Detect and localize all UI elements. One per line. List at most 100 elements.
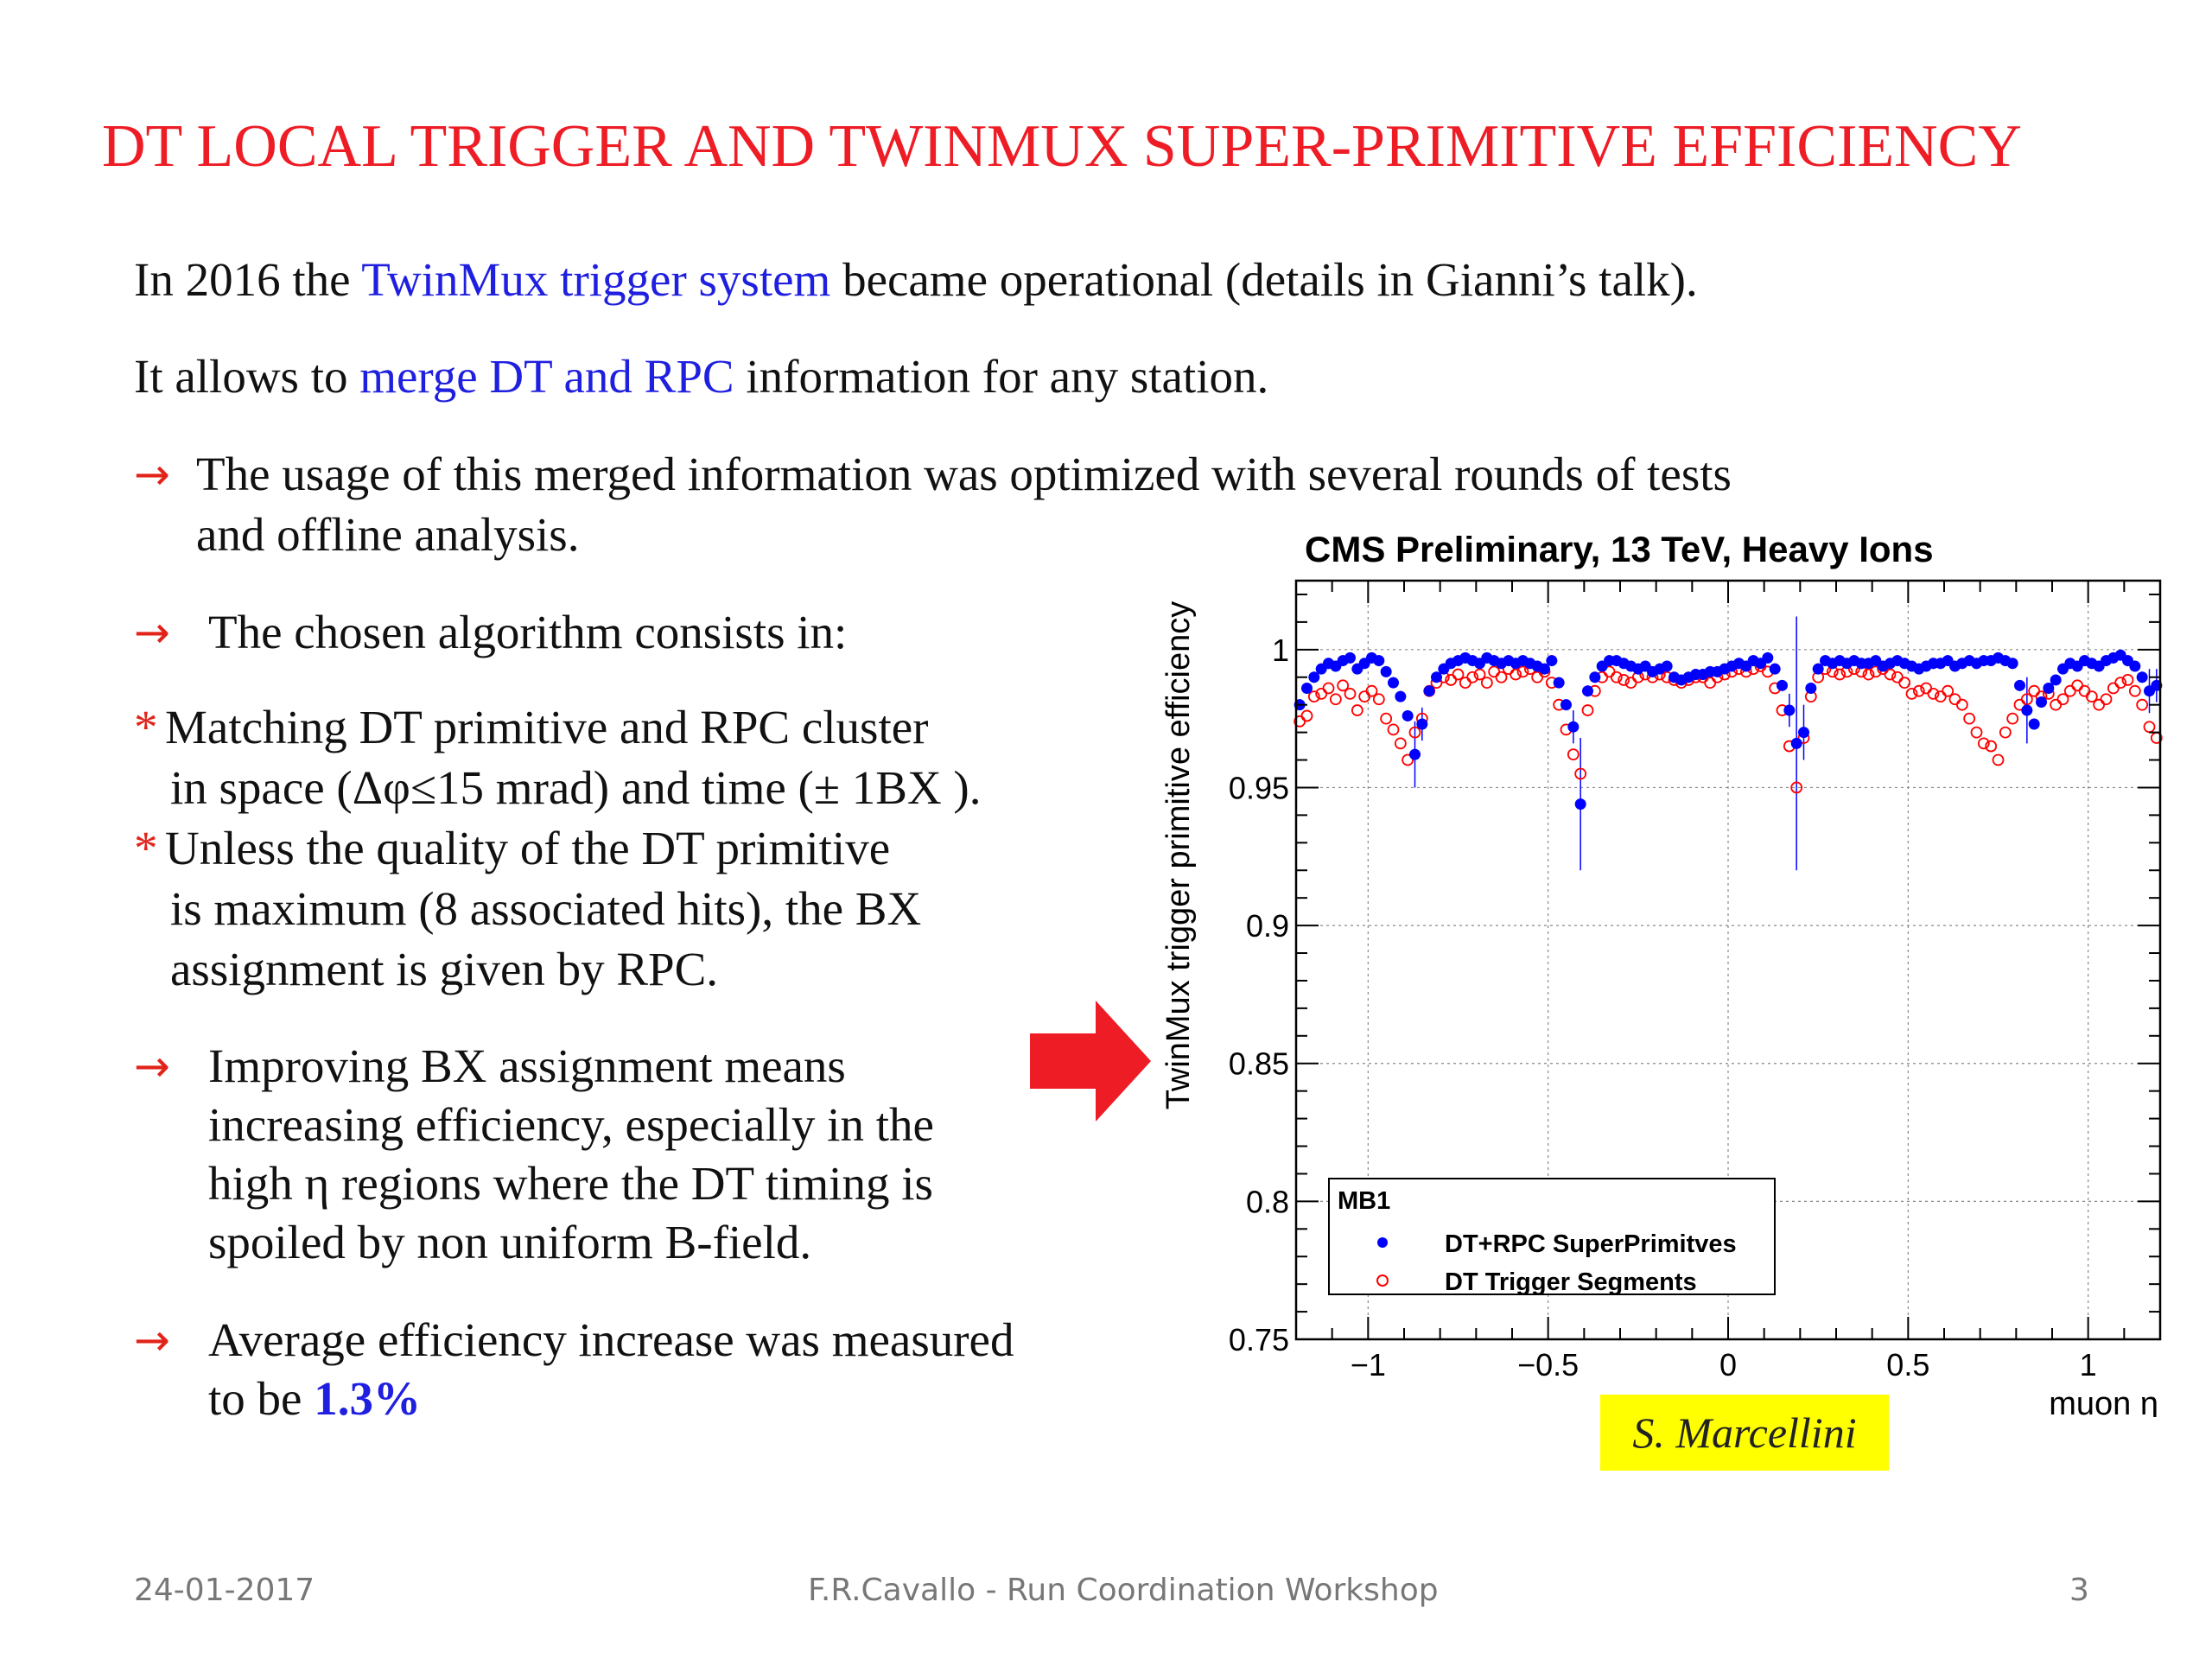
data-point-trigger-segments (2050, 698, 2063, 711)
data-point-trigger-segments (1531, 671, 1544, 683)
intro-highlight-merge: merge DT and RPC (359, 350, 734, 403)
x-tick-label: 1 (2080, 1347, 2097, 1382)
data-point-trigger-segments (1402, 753, 1414, 766)
asterisk-bullet-icon: * (134, 822, 158, 874)
data-point-trigger-segments (1329, 693, 1342, 706)
data-point-superprimitives (1546, 655, 1558, 667)
data-point-superprimitives (1574, 798, 1586, 810)
x-tick-label: −0.5 (1517, 1347, 1579, 1382)
arrow-bullet-icon: → (134, 607, 170, 658)
footer-page-number: 3 (2069, 1573, 2089, 1608)
data-point-trigger-segments (1337, 679, 1350, 692)
data-point-trigger-segments (1480, 677, 1493, 690)
data-point-trigger-segments (1307, 690, 1320, 702)
data-point-trigger-segments (1862, 668, 1875, 681)
data-point-trigger-segments (2028, 684, 2041, 697)
efficiency-chart: CMS Preliminary, 13 TeV, Heavy Ions −1 −0… (1160, 536, 2163, 1417)
data-point-trigger-segments (1408, 726, 1421, 739)
chart-axes: −1 −0.5 0 0.5 1 0.75 0.8 0.85 0.9 0.95 1 (1229, 579, 2162, 1382)
data-point-superprimitives (1308, 671, 1320, 683)
data-point-trigger-segments (1574, 767, 1587, 780)
data-point-superprimitives (1560, 699, 1572, 711)
x-axis-label: muon η (2049, 1386, 2158, 1417)
data-point-superprimitives (1539, 663, 1550, 675)
data-point-trigger-segments (2093, 698, 2106, 711)
data-point-trigger-segments (1516, 665, 1529, 678)
arrow-bullet-icon: → (134, 1315, 170, 1365)
legend-marker-trigger-segments (1376, 1274, 1389, 1287)
data-point-trigger-segments (1351, 704, 1363, 716)
data-point-trigger-segments (1466, 671, 1479, 683)
y-tick-label: 1 (1272, 632, 1289, 668)
data-point-superprimitives (1589, 671, 1601, 683)
asterisk-bullet-icon: * (134, 701, 158, 753)
data-point-trigger-segments (2114, 677, 2127, 690)
x-tick-label: −1 (1351, 1347, 1386, 1382)
data-point-trigger-segments (1869, 665, 1882, 678)
data-point-trigger-segments (1473, 668, 1486, 681)
data-point-superprimitives (2136, 671, 2148, 683)
data-point-trigger-segments (2143, 721, 2156, 734)
data-point-trigger-segments (1970, 726, 1983, 739)
data-point-trigger-segments (2063, 684, 2076, 697)
data-point-trigger-segments (1905, 688, 1918, 700)
legend-entry-superprimitives: DT+RPC SuperPrimitves (1445, 1230, 1737, 1258)
data-point-trigger-segments (1963, 712, 1976, 725)
data-point-superprimitives (2050, 674, 2062, 686)
data-point-trigger-segments (1581, 704, 1594, 716)
data-point-superprimitives (1661, 660, 1673, 672)
data-point-superprimitives (1395, 690, 1407, 702)
data-point-trigger-segments (1790, 781, 1803, 794)
data-point-trigger-segments (1495, 671, 1508, 683)
data-point-superprimitives (1790, 737, 1802, 749)
data-point-superprimitives (1402, 709, 1414, 721)
data-point-superprimitives (1373, 655, 1385, 667)
data-point-trigger-segments (1510, 668, 1522, 681)
legend-box (1328, 1178, 1776, 1295)
data-point-trigger-segments (1999, 726, 2012, 739)
data-point-superprimitives (1798, 727, 1809, 739)
data-point-trigger-segments (1992, 753, 2005, 766)
data-point-superprimitives (2014, 679, 2025, 691)
data-point-trigger-segments (1898, 677, 1911, 690)
data-point-superprimitives (1423, 685, 1435, 697)
data-point-trigger-segments (1985, 740, 1998, 753)
data-point-trigger-segments (1942, 684, 1955, 697)
footer-center: F.R.Cavallo - Run Coordination Workshop (808, 1573, 1439, 1608)
data-point-trigger-segments (1459, 677, 1471, 690)
data-point-superprimitives (1769, 663, 1781, 675)
arrow-bullet-icon: → (134, 449, 170, 499)
intro-line-2: It allows to merge DT and RPC informatio… (134, 350, 1269, 403)
data-point-superprimitives (2028, 718, 2040, 730)
x-tick-label: 0.5 (1886, 1347, 1929, 1382)
data-point-trigger-segments (1380, 712, 1393, 725)
data-point-trigger-segments (1618, 674, 1630, 686)
legend-marker-superprimitives (1377, 1237, 1388, 1248)
data-point-superprimitives (1344, 652, 1356, 664)
data-point-superprimitives (1380, 665, 1392, 677)
data-point-trigger-segments (2100, 693, 2113, 706)
right-arrow-shape (1030, 1001, 1151, 1122)
data-point-superprimitives (1431, 671, 1442, 683)
data-point-superprimitives (1409, 748, 1421, 760)
data-point-trigger-segments (1452, 668, 1465, 681)
data-point-trigger-segments (2006, 712, 2019, 725)
credit-badge: S. Marcellini (1600, 1395, 1889, 1471)
y-tick-label: 0.8 (1246, 1184, 1289, 1219)
data-point-superprimitives (2129, 660, 2141, 672)
data-point-trigger-segments (1387, 723, 1400, 736)
slide-title: DT LOCAL TRIGGER AND TWINMUX SUPER-PRIMI… (102, 113, 2022, 180)
data-point-trigger-segments (1610, 671, 1623, 683)
data-point-trigger-segments (1567, 748, 1580, 761)
data-point-trigger-segments (2020, 693, 2033, 706)
data-point-trigger-segments (2056, 693, 2069, 706)
data-point-superprimitives (1388, 677, 1399, 689)
data-point-superprimitives (1567, 721, 1580, 733)
data-point-superprimitives (1805, 683, 1817, 695)
y-tick-label: 0.95 (1229, 770, 1289, 805)
data-point-trigger-segments (1948, 693, 1961, 706)
intro-line-1: In 2016 the TwinMux trigger system becam… (134, 253, 1698, 306)
data-point-trigger-segments (1704, 677, 1717, 690)
data-point-trigger-segments (1955, 698, 1968, 711)
y-tick-label: 0.75 (1229, 1322, 1289, 1357)
